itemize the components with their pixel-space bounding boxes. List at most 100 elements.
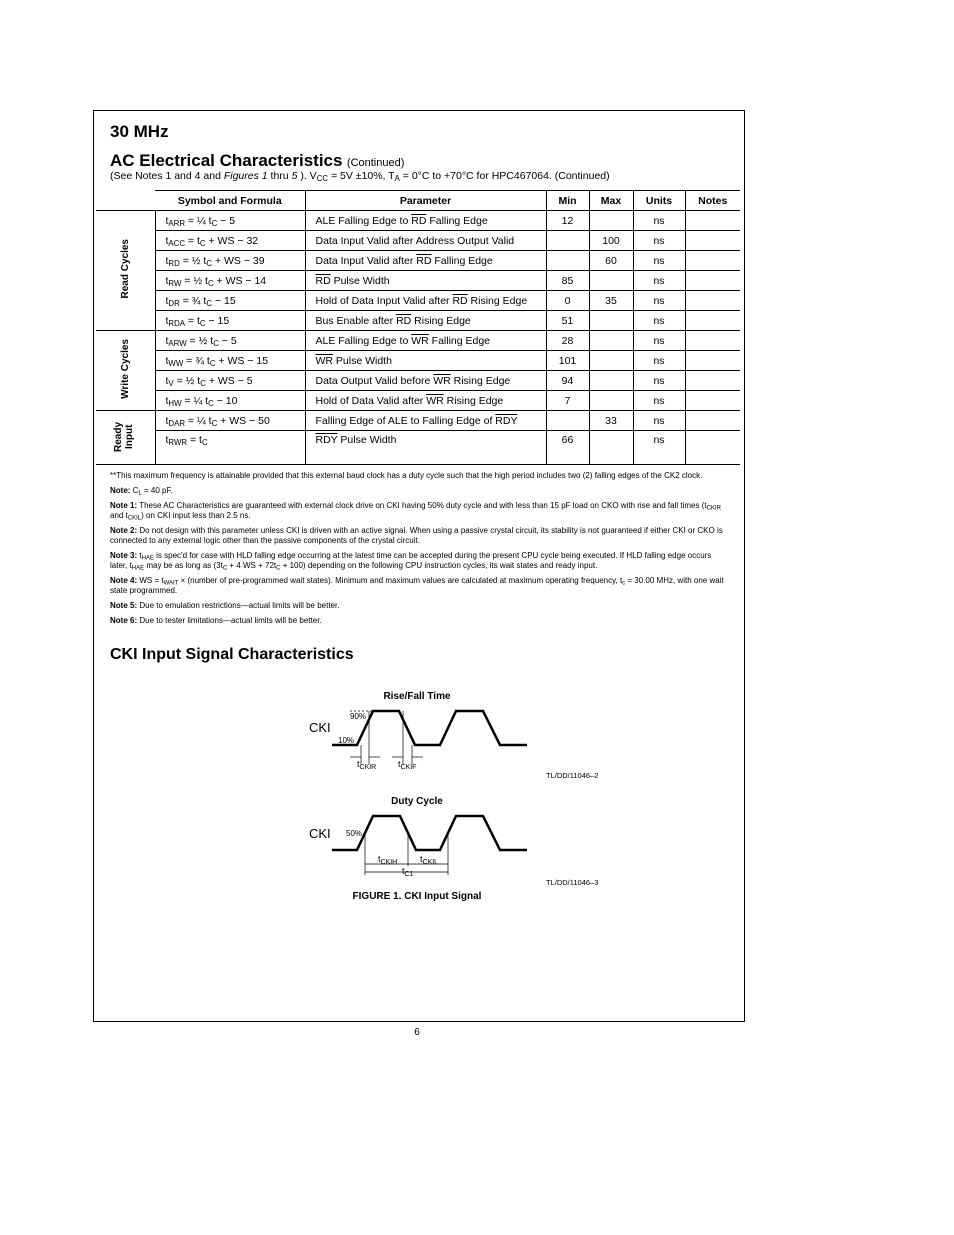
- units-cell: ns: [632, 290, 685, 311]
- level-label: 90%: [350, 712, 366, 721]
- text-run: C: [130, 486, 139, 495]
- max-cell: [588, 210, 633, 231]
- subscript: RWR: [168, 437, 188, 447]
- units-cell: ns: [632, 310, 685, 331]
- notes-cell: [684, 390, 740, 411]
- text-run: t: [165, 334, 169, 347]
- notes-cell: [684, 290, 740, 311]
- min-cell: 101: [545, 350, 589, 371]
- text-run: = ½ t: [179, 254, 207, 267]
- subscript: CKIR: [706, 505, 721, 512]
- subscript: C: [208, 398, 214, 408]
- note: Note 1: These AC Characteristics are gua…: [110, 501, 728, 522]
- fig-title: Duty Cycle: [391, 796, 443, 807]
- overline: RDY: [495, 414, 518, 427]
- section-title: CKI Input Signal Characteristics: [110, 646, 354, 663]
- table-row: tRW = ½ tC + WS − 14 RD Pulse Width 85 ns: [96, 270, 740, 291]
- note: Note 5: Due to emulation restrictions—ac…: [110, 601, 728, 611]
- page-number: 6: [414, 1027, 420, 1038]
- symbol-cell: tARR = ¼ tC − 5: [154, 210, 305, 231]
- conditions: (See Notes 1 and 4 and Figures 1 thru 5 …: [110, 170, 610, 182]
- sub: CKIR: [360, 764, 377, 771]
- max-cell: 100: [588, 230, 633, 251]
- symbol-cell: tRDA = tC − 15: [154, 310, 305, 331]
- text-run: t: [165, 414, 169, 427]
- text-run: may be as long as (3t: [144, 561, 223, 570]
- symbol-cell: tDR = ¾ tC − 15: [154, 290, 305, 311]
- min-cell: 7: [545, 390, 589, 411]
- min-cell: 51: [545, 310, 589, 331]
- units-cell: ns: [632, 210, 685, 231]
- subscript: DR: [168, 298, 180, 308]
- subscript: C: [200, 378, 206, 388]
- text-run: and t: [110, 511, 128, 520]
- ref: TL/DD/11046–3: [546, 878, 598, 887]
- units-cell: ns: [632, 350, 685, 371]
- wave-rise-fall: [332, 709, 527, 747]
- text-run: = t: [185, 234, 200, 247]
- subscript: WW: [168, 358, 184, 368]
- max-cell: [588, 370, 633, 391]
- t: t: [378, 854, 381, 864]
- subscript: HAE: [141, 555, 154, 562]
- max-cell: 35: [588, 290, 633, 311]
- ac-table: Symbol and Formula Parameter Min Max Units No…: [96, 190, 740, 465]
- subscript: V: [168, 378, 174, 388]
- text-run: t: [137, 551, 142, 560]
- text-run: = ¾ t: [179, 294, 207, 307]
- text-run: Due to emulation restrictions—actual lim…: [137, 601, 340, 610]
- text-run: + WS − 14: [213, 274, 267, 287]
- text-run: Due to tester limitations—actual limits …: [137, 616, 322, 625]
- subscript: C: [206, 258, 213, 268]
- min-cell: 85: [545, 270, 589, 291]
- header-row: Symbol and Formula Parameter Min Max Units No…: [96, 190, 740, 211]
- text-run: + WS − 5: [205, 374, 253, 387]
- text-run: t: [165, 394, 169, 407]
- parameter-cell: RDY Pulse Width: [304, 430, 546, 465]
- text-run: = ¼ t: [185, 214, 212, 227]
- timing-label: tCKIR: [357, 759, 376, 771]
- subscript: C: [213, 338, 219, 348]
- overline: WR: [426, 394, 444, 407]
- max-cell: [588, 390, 633, 411]
- ref: TL/DD/11046–2: [546, 771, 598, 780]
- symbol-cell: tRW = ½ tC + WS − 14: [154, 270, 305, 291]
- symbol-cell: tRWR = tC: [154, 430, 305, 465]
- text-run: + WS − 50: [217, 414, 270, 427]
- text-run: = t: [187, 434, 202, 446]
- text-run: Rising Edge: [467, 294, 528, 307]
- text-run: t: [165, 434, 169, 446]
- text-run: t: [165, 214, 169, 227]
- column-header: Symbol and Formula: [155, 190, 305, 211]
- text-run: Do not design with this parameter unless…: [110, 526, 723, 545]
- text-run: Pulse Width: [333, 354, 392, 367]
- notes-cell: [684, 370, 740, 391]
- min-cell: 66: [545, 430, 589, 465]
- text-run: + 4 WS + 72t: [227, 561, 277, 570]
- sub: CKIL: [423, 859, 439, 866]
- subscript: L: [138, 490, 142, 497]
- overline: RD: [452, 294, 468, 307]
- text-run: t: [165, 274, 169, 287]
- subscript: RDA: [168, 318, 186, 328]
- text-run: − 15: [205, 314, 230, 327]
- t: t: [402, 866, 405, 876]
- subscript: C: [201, 437, 208, 447]
- note: Note 4: WS = tWAIT × (number of pre-prog…: [110, 576, 728, 596]
- parameter-cell: WR Pulse Width: [304, 350, 546, 371]
- overline: RD: [416, 254, 432, 267]
- note: **This maximum frequency is attainable p…: [110, 471, 728, 481]
- min-cell: [545, 410, 589, 431]
- table-row: Write Cycles tARW = ½ tC − 5 ALE Falling E…: [96, 330, 740, 411]
- subscript: CC: [316, 173, 329, 183]
- sub: CKIF: [401, 764, 417, 771]
- table-row: Read Cycles tARR = ¼ tC − 5 ALE Falling Ed…: [96, 210, 740, 331]
- text-run: t: [165, 234, 169, 247]
- text-run: Falling Edge of ALE to Falling Edge of: [315, 414, 496, 427]
- text-run: Bus Enable after: [315, 314, 397, 327]
- level-label: 10%: [338, 736, 354, 745]
- subscript: HAE: [131, 565, 145, 572]
- units-cell: ns: [632, 330, 685, 351]
- text-run: ALE Falling Edge to: [315, 214, 412, 227]
- text-run: Falling Edge: [431, 254, 493, 267]
